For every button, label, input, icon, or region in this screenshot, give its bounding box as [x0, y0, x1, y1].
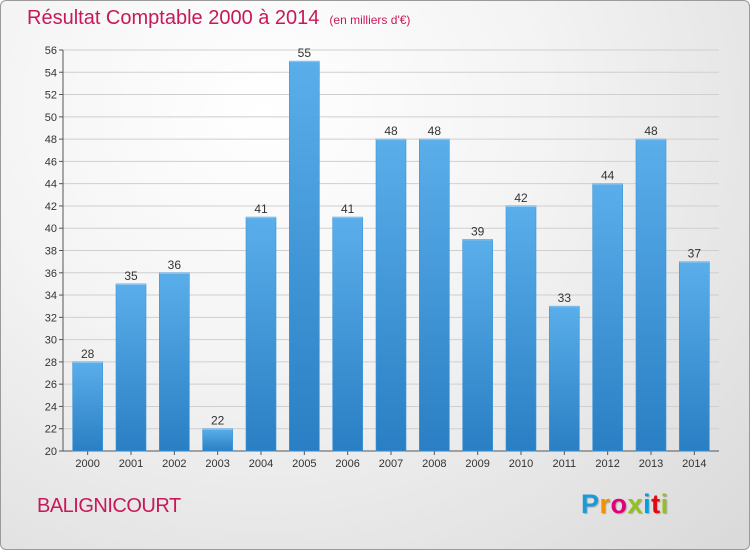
x-tick-label-2008: 2008 — [422, 458, 446, 470]
city-name: BALIGNICOURT — [37, 495, 181, 517]
bar-2000 — [72, 361, 103, 452]
bar-2005 — [289, 60, 320, 452]
y-tick-label: 34 — [45, 290, 57, 302]
value-label-2013: 48 — [644, 124, 658, 138]
logo-letter: t — [651, 489, 661, 519]
value-label-2010: 42 — [514, 191, 528, 205]
bar-2006 — [332, 216, 363, 452]
x-tick-label-2009: 2009 — [465, 458, 489, 470]
bar-2013 — [635, 138, 667, 452]
y-tick-label: 48 — [45, 134, 57, 146]
value-label-2009: 39 — [471, 224, 485, 238]
bar-2007 — [375, 138, 407, 452]
value-labels: 28 35 36 22 41 55 41 48 48 39 42 33 44 48 37 — [81, 46, 701, 428]
y-tick-label: 26 — [45, 379, 57, 391]
y-tick-label: 56 — [45, 45, 57, 57]
x-tick-label-2000: 2000 — [75, 458, 99, 470]
bar-2002 — [159, 272, 190, 452]
chart-title: Résultat Comptable 2000 à 2014 (en millie… — [27, 7, 410, 30]
bar-2014 — [679, 261, 710, 452]
value-label-2007: 48 — [384, 124, 398, 138]
y-tick-label: 30 — [45, 335, 57, 347]
y-tick-label: 20 — [45, 446, 57, 458]
value-label-2004: 41 — [254, 202, 268, 216]
bars — [72, 60, 710, 452]
bar-2012 — [592, 183, 623, 452]
value-label-2011: 33 — [558, 291, 572, 305]
y-tick-label: 24 — [45, 401, 57, 413]
y-tick-label: 28 — [45, 357, 57, 369]
bar-2009 — [462, 239, 493, 452]
x-tick-label-2001: 2001 — [119, 458, 143, 470]
value-label-2001: 35 — [124, 269, 138, 283]
x-tick-label-2010: 2010 — [509, 458, 533, 470]
x-tick-label-2014: 2014 — [682, 458, 706, 470]
x-tick-label-2013: 2013 — [639, 458, 663, 470]
chart-subtitle: (en milliers d'€) — [329, 13, 411, 27]
proxiti-logo: Proxiti — [581, 489, 669, 520]
value-label-2006: 41 — [341, 202, 355, 216]
x-tick-label-2003: 2003 — [205, 458, 229, 470]
value-label-2008: 48 — [428, 124, 442, 138]
bar-2004 — [245, 216, 277, 452]
x-tick-label-2002: 2002 — [162, 458, 186, 470]
y-tick-label: 52 — [45, 90, 57, 102]
value-label-2005: 55 — [298, 46, 312, 60]
logo-letter: P — [581, 489, 600, 519]
x-tick-label-2006: 2006 — [335, 458, 359, 470]
x-tick-label-2012: 2012 — [595, 458, 619, 470]
y-tick-label: 36 — [45, 268, 57, 280]
logo-letter: o — [610, 489, 628, 519]
value-label-2002: 36 — [168, 258, 182, 272]
y-tick-label: 42 — [45, 201, 57, 213]
x-tick-label-2007: 2007 — [379, 458, 403, 470]
chart-title-text: Résultat Comptable 2000 à 2014 — [27, 7, 320, 29]
bar-2003 — [202, 428, 233, 452]
bar-2011 — [549, 305, 580, 452]
y-tick-label: 50 — [45, 112, 57, 124]
y-tick-label: 40 — [45, 223, 57, 235]
y-tick-label: 46 — [45, 156, 57, 168]
y-tick-label: 44 — [45, 179, 57, 191]
y-tick-label: 32 — [45, 312, 57, 324]
bar-2010 — [505, 205, 537, 452]
x-tick-label-2004: 2004 — [249, 458, 273, 470]
y-tick-label: 38 — [45, 246, 57, 258]
x-tick-label-2005: 2005 — [292, 458, 316, 470]
value-label-2000: 28 — [81, 347, 95, 361]
bar-2008 — [419, 138, 450, 452]
logo-letter: x — [627, 489, 644, 519]
logo-letter: r — [599, 489, 611, 519]
y-tick-label: 22 — [45, 424, 57, 436]
bar-2001 — [115, 283, 147, 452]
value-label-2014: 37 — [688, 247, 702, 261]
y-tick-label: 54 — [45, 67, 57, 79]
value-label-2012: 44 — [601, 169, 615, 183]
logo-letter: i — [660, 489, 669, 519]
x-tick-label-2011: 2011 — [553, 458, 577, 470]
logo-letter: i — [643, 489, 652, 519]
value-label-2003: 22 — [211, 414, 225, 428]
